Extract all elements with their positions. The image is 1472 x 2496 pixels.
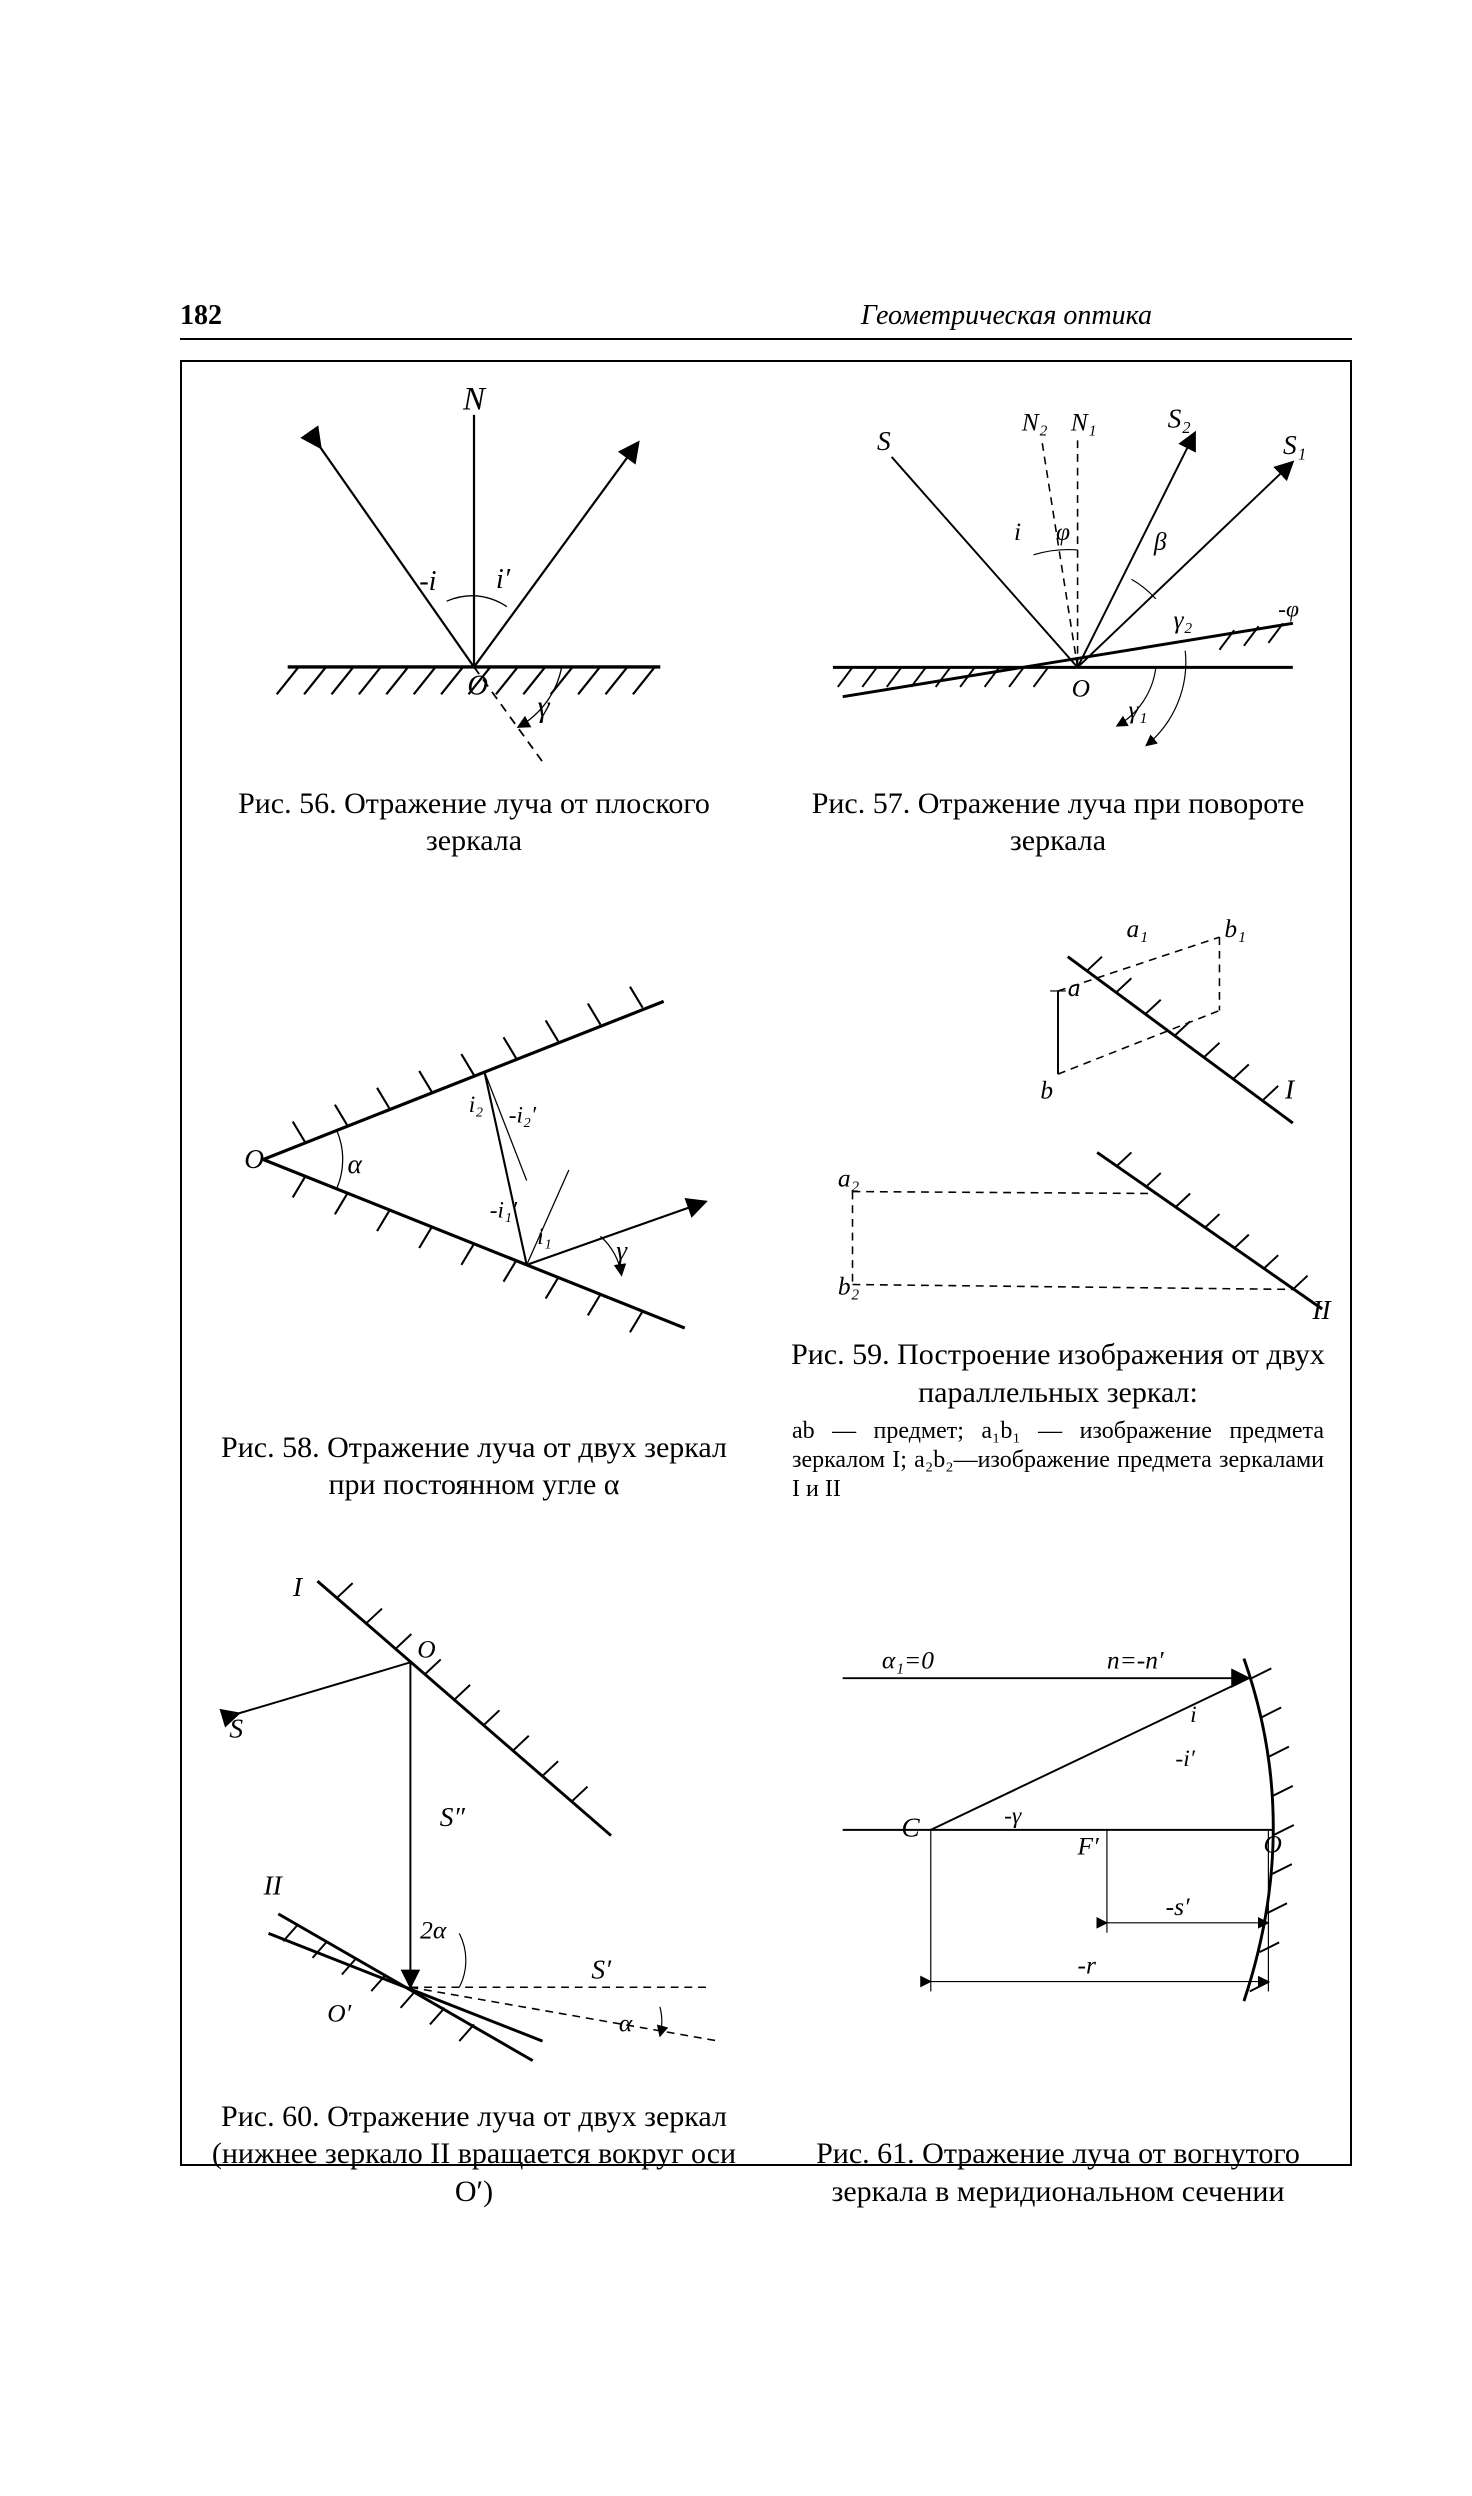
label-O57: O bbox=[1072, 674, 1090, 703]
label-O58: O bbox=[244, 1143, 264, 1173]
fig59-diagram: I II a b bbox=[784, 898, 1332, 1329]
label-nrel: n=-n′ bbox=[1107, 1645, 1164, 1674]
label-I59: I bbox=[1284, 1074, 1296, 1104]
label-b: b bbox=[1040, 1075, 1053, 1104]
label-S1: S₁ bbox=[1283, 430, 1306, 460]
label-i2: i₂ bbox=[469, 1092, 484, 1118]
label-alpha58: α bbox=[348, 1149, 363, 1179]
fig60-cell: I II S O bbox=[182, 1522, 766, 2229]
figure-grid: N -i i′ γ O Рис. 56. Отражение лу bbox=[182, 362, 1350, 2164]
label-II60: II bbox=[263, 1870, 284, 1900]
label-O60: O bbox=[417, 1634, 435, 1663]
fig61-cell: C F′ O α₁=0 n=-n′ i -i′ -γ bbox=[766, 1522, 1350, 2229]
fig57-cell: O N₁ N₂ S S₁ S₂ i φ bbox=[766, 362, 1350, 878]
label-a1: a₁ bbox=[1126, 914, 1148, 943]
label-II59: II bbox=[1311, 1294, 1332, 1324]
label-gamma2: γ₂ bbox=[1173, 605, 1192, 634]
fig56-caption: Рис. 56. Отражение луча от плоского зерк… bbox=[200, 785, 748, 860]
label-gamma: γ bbox=[538, 689, 551, 723]
label-b1: b₁ bbox=[1224, 914, 1246, 943]
label-S2: S₂ bbox=[1168, 404, 1191, 434]
label-ip61: -i′ bbox=[1175, 1746, 1195, 1772]
label-N1: N₁ bbox=[1070, 408, 1097, 437]
fig56-diagram: N -i i′ γ O bbox=[200, 382, 748, 777]
label-Sp: S′ bbox=[591, 1954, 612, 1984]
label-Fp: F′ bbox=[1077, 1831, 1100, 1860]
label-N: N bbox=[462, 382, 487, 417]
label-gamma1: γ₁ bbox=[1128, 695, 1147, 724]
label-alpha1: α₁=0 bbox=[882, 1645, 934, 1674]
label-minus-phi: -φ bbox=[1278, 596, 1299, 622]
page: 182 Геометрическая оптика bbox=[0, 0, 1472, 2496]
label-i1: i₁ bbox=[537, 1223, 552, 1249]
label-S60: S bbox=[229, 1713, 243, 1743]
label-Op: O′ bbox=[327, 1998, 351, 2027]
label-i57: i bbox=[1014, 517, 1021, 546]
fig60-caption: Рис. 60. Отражение луча от двух зеркал (… bbox=[200, 2098, 748, 2211]
label-alpha60: α bbox=[619, 2008, 633, 2037]
label-gamma61: -γ bbox=[1004, 1803, 1022, 1829]
label-i61: i bbox=[1190, 1702, 1197, 1728]
label-Spp: S″ bbox=[440, 1801, 466, 1831]
label-r: -r bbox=[1078, 1950, 1096, 1979]
label-O: O bbox=[467, 670, 488, 701]
label-C: C bbox=[901, 1812, 920, 1842]
fig58-cell: O α i₂ -i₂′ -i₁′ i₁ γ Рис. 58. Отражение… bbox=[182, 878, 766, 1522]
label-gamma58: γ bbox=[616, 1235, 628, 1265]
label-2alpha: 2α bbox=[420, 1915, 447, 1944]
label-a2: a₂ bbox=[838, 1163, 860, 1192]
label-i-prime: i′ bbox=[496, 564, 511, 595]
label-a: a bbox=[1068, 972, 1081, 1001]
fig59-subcaption: ab — предмет; a₁b₁ — изображение предмет… bbox=[784, 1417, 1332, 1503]
label-phi: φ bbox=[1056, 517, 1070, 546]
fig61-diagram: C F′ O α₁=0 n=-n′ i -i′ -γ bbox=[784, 1542, 1332, 2128]
page-number: 182 bbox=[180, 300, 222, 332]
running-header: 182 Геометрическая оптика bbox=[180, 300, 1352, 340]
figure-frame: N -i i′ γ O Рис. 56. Отражение лу bbox=[180, 360, 1352, 2166]
label-N2: N₂ bbox=[1021, 408, 1048, 437]
label-minus-i: -i bbox=[419, 566, 436, 597]
running-head: Геометрическая оптика bbox=[861, 300, 1152, 332]
fig60-diagram: I II S O bbox=[200, 1542, 748, 2090]
label-i2p: -i₂′ bbox=[509, 1102, 537, 1128]
label-sp: -s′ bbox=[1166, 1891, 1190, 1920]
label-S: S bbox=[877, 426, 891, 456]
label-b2: b₂ bbox=[838, 1271, 860, 1300]
fig58-caption: Рис. 58. Отражение луча от двух зеркал п… bbox=[200, 1429, 748, 1504]
label-I60: I bbox=[292, 1571, 304, 1601]
label-i1p: -i₁′ bbox=[490, 1197, 518, 1223]
label-O61: O bbox=[1264, 1829, 1282, 1858]
fig58-diagram: O α i₂ -i₂′ -i₁′ i₁ γ bbox=[200, 898, 748, 1421]
fig59-caption: Рис. 59. Построение изображения от двух … bbox=[784, 1336, 1332, 1411]
fig56-cell: N -i i′ γ O Рис. 56. Отражение лу bbox=[182, 362, 766, 878]
fig57-caption: Рис. 57. Отражение луча при повороте зер… bbox=[784, 785, 1332, 860]
fig57-diagram: O N₁ N₂ S S₁ S₂ i φ bbox=[784, 382, 1332, 777]
label-beta: β bbox=[1153, 527, 1167, 556]
fig59-cell: I II a b bbox=[766, 878, 1350, 1522]
fig61-caption: Рис. 61. Отражение луча от вогнутого зер… bbox=[784, 2135, 1332, 2210]
